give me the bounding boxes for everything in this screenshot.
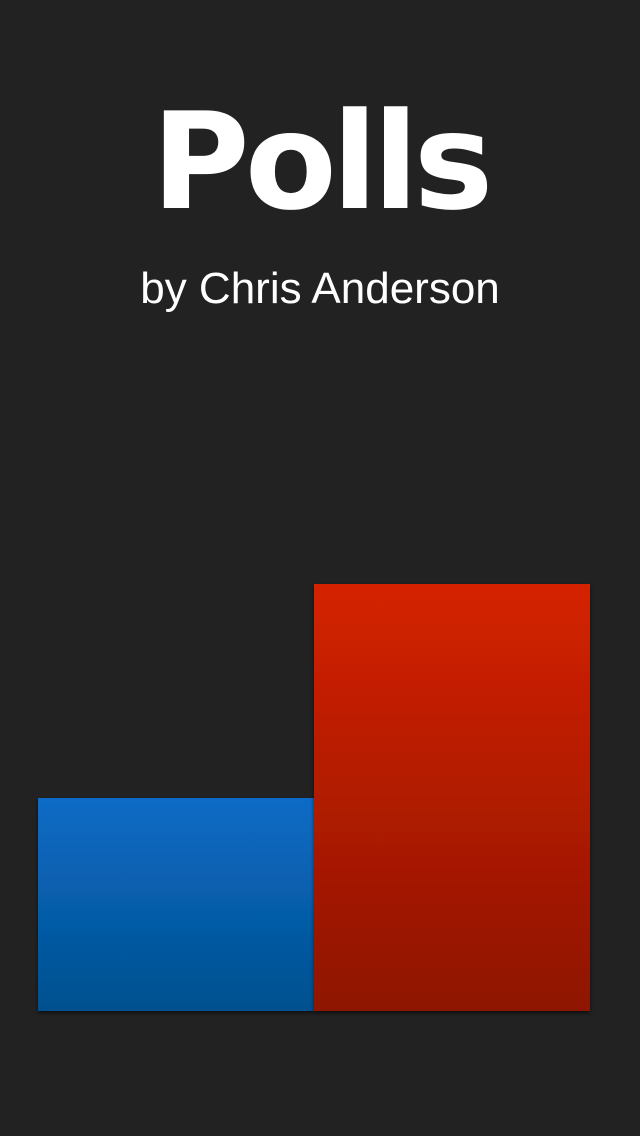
- bar-left: [38, 798, 314, 1011]
- app-title: Polls: [151, 84, 494, 240]
- bar-right: [314, 584, 590, 1011]
- app-author: by Chris Anderson: [140, 264, 500, 313]
